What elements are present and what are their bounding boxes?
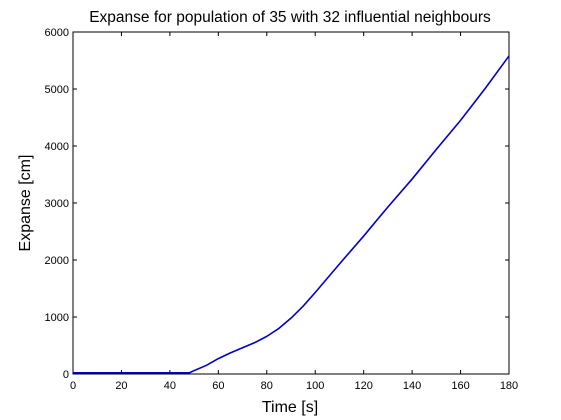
axes-box — [72, 31, 510, 375]
x-tick-label: 20 — [115, 380, 127, 392]
series-line — [73, 55, 510, 374]
x-tick-label: 60 — [212, 380, 224, 392]
y-tick-label: 5000 — [45, 84, 69, 96]
chart-title: Expanse for population of 35 with 32 inf… — [89, 9, 491, 26]
y-tick-label: 3000 — [45, 198, 69, 210]
x-tick-label: 160 — [451, 380, 469, 392]
x-tick-label: 40 — [164, 380, 176, 392]
x-tick-label: 140 — [403, 380, 421, 392]
y-tick-label: 6000 — [45, 27, 69, 39]
x-tick-label: 80 — [261, 380, 273, 392]
x-tick-label: 0 — [70, 380, 76, 392]
y-tick-label: 1000 — [45, 312, 69, 324]
y-tick-label: 4000 — [45, 141, 69, 153]
x-tick-label: 100 — [306, 380, 324, 392]
plot-area: 0 20 40 60 80 100 120 140 160 180 0 1000 2000 3000 400… — [45, 27, 519, 392]
y-tick-label: 0 — [63, 369, 69, 381]
y-axis-label: Expanse [cm] — [17, 155, 34, 252]
x-tick-label: 120 — [354, 380, 372, 392]
x-axis-label: Time [s] — [262, 399, 318, 416]
x-tick-label: 180 — [500, 380, 518, 392]
y-tick-label: 2000 — [45, 255, 69, 267]
